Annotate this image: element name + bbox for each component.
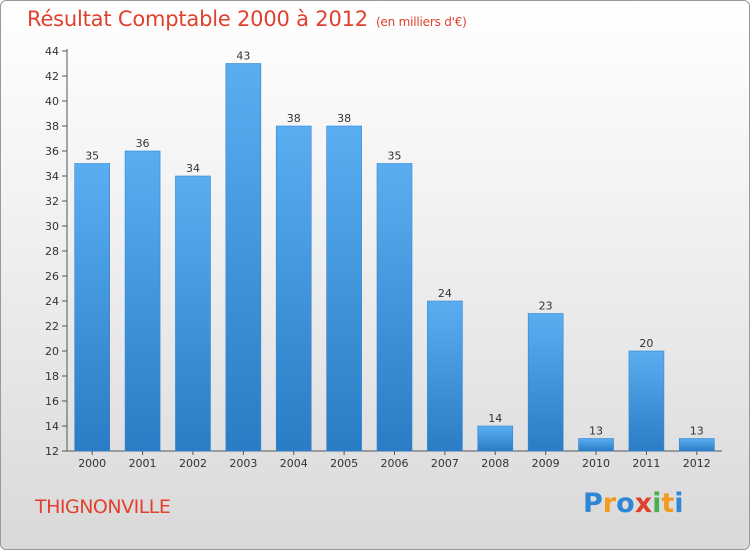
x-tick-label-2001: 2001: [129, 457, 157, 470]
y-tick-label: 18: [45, 370, 59, 383]
y-tick-label: 22: [45, 320, 59, 333]
y-tick-label: 32: [45, 195, 59, 208]
y-tick-label: 30: [45, 220, 59, 233]
logo-letter: t: [661, 488, 675, 519]
proxiti-logo: Proxiti: [583, 488, 684, 519]
value-label-2010: 13: [589, 425, 603, 438]
y-tick-label: 26: [45, 270, 59, 283]
value-label-2007: 24: [438, 287, 452, 300]
title-unit: (en milliers d'€): [375, 15, 467, 29]
logo-letter: P: [583, 488, 603, 519]
bar-2011: [628, 350, 665, 452]
logo-letter: r: [602, 488, 617, 519]
value-label-2000: 35: [85, 150, 99, 163]
bar-2006: [376, 163, 413, 452]
axes: 12 14 16 18 20 22 24 26 28 30 32 34 36 38 40 42 44: [45, 45, 722, 458]
bar-2012: [679, 438, 715, 452]
y-tick-label: 28: [45, 245, 59, 258]
logo-letter: x: [634, 488, 653, 519]
x-tick-label-2004: 2004: [280, 457, 308, 470]
x-tick-label-2010: 2010: [582, 457, 610, 470]
chart-title: Résultat Comptable 2000 à 2012 (en millie…: [27, 7, 467, 31]
value-label-2012: 13: [690, 425, 704, 438]
value-label-2001: 36: [136, 137, 150, 150]
y-tick-label: 24: [45, 295, 59, 308]
logo-letter: i: [652, 488, 662, 519]
value-label-2009: 23: [539, 300, 553, 313]
labels: 2000 35 2001 36 2002 34 2003 43 2004 38 2005 38 2006…: [78, 50, 711, 471]
x-tick-label-2009: 2009: [532, 457, 560, 470]
x-tick-label-2006: 2006: [381, 457, 409, 470]
bar-2008: [477, 425, 514, 452]
bar-2000: [74, 163, 110, 452]
bar-2009: [527, 313, 564, 452]
bar-2004: [275, 125, 312, 452]
bar-2007: [427, 300, 463, 452]
value-label-2005: 38: [337, 112, 351, 125]
commune-name: THIGNONVILLE: [35, 496, 171, 518]
bar-2002: [175, 175, 211, 452]
x-tick-label-2005: 2005: [330, 457, 358, 470]
x-tick-label-2000: 2000: [78, 457, 106, 470]
y-tick-label: 16: [45, 395, 59, 408]
y-tick-label: 42: [45, 70, 59, 83]
value-label-2006: 35: [388, 150, 402, 163]
value-label-2003: 43: [236, 50, 250, 63]
y-tick-label: 12: [45, 445, 59, 458]
value-label-2011: 20: [639, 337, 653, 350]
x-tick-label-2008: 2008: [481, 457, 509, 470]
value-label-2004: 38: [287, 112, 301, 125]
x-tick-label-2002: 2002: [179, 457, 207, 470]
y-tick-label: 40: [45, 95, 59, 108]
x-tick-label-2007: 2007: [431, 457, 459, 470]
x-tick-label-2011: 2011: [632, 457, 660, 470]
y-tick-label: 36: [45, 145, 59, 158]
y-tick-label: 38: [45, 120, 59, 133]
value-label-2002: 34: [186, 162, 200, 175]
bar-2003: [225, 63, 262, 452]
value-label-2008: 14: [488, 412, 502, 425]
bars: [74, 63, 715, 452]
bar-2005: [326, 125, 362, 452]
y-tick-label: 20: [45, 345, 59, 358]
bar-2010: [578, 438, 614, 452]
x-tick-label-2003: 2003: [229, 457, 257, 470]
logo-letter: i: [674, 488, 684, 519]
y-tick-label: 44: [45, 45, 59, 58]
y-tick-label: 14: [45, 420, 59, 433]
x-tick-label-2012: 2012: [683, 457, 711, 470]
title-text: Résultat Comptable 2000 à 2012: [27, 7, 368, 31]
logo-letter: o: [616, 488, 635, 519]
bar-2001: [124, 150, 161, 452]
y-tick-label: 34: [45, 170, 59, 183]
